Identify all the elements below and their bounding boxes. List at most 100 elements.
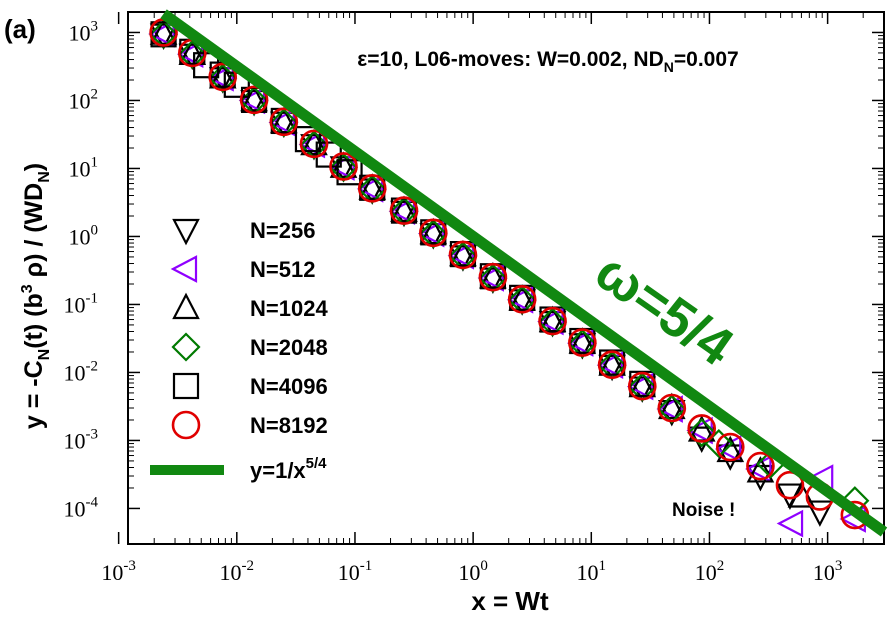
y-axis-label: y = -CN(t) (b3 ρ) / (WDN)	[19, 163, 53, 429]
legend-fit-label-main: y=1/x	[250, 458, 306, 483]
plot-frame-group	[127, 11, 885, 545]
data-point-n-512	[417, 219, 445, 248]
data-point-n-8192	[389, 196, 419, 225]
data-point-n-8192	[418, 218, 448, 248]
legend-label: N=1024	[250, 296, 328, 321]
data-point-n-8192	[715, 432, 745, 462]
data-point-n-8192	[208, 62, 238, 92]
x-tick-label-exp: -1	[360, 558, 373, 574]
data-point-n-256	[479, 267, 507, 294]
series-n-8192	[149, 18, 870, 530]
data-point-n-1024	[358, 173, 387, 200]
legend-marker-n-512	[170, 255, 198, 283]
y-tick-label-base: 10	[64, 428, 86, 453]
markers-group	[148, 18, 870, 538]
x-tick-label-exp: 3	[835, 558, 843, 574]
y-tick-label-exp: -4	[86, 494, 99, 510]
data-point-n-1024	[149, 18, 178, 45]
data-point-n-256	[538, 311, 567, 338]
y-tick-label: 100	[69, 222, 99, 249]
y-tick-label-base: 10	[69, 88, 91, 113]
legend-label: N=256	[250, 218, 315, 243]
y-tick-label-exp: 3	[91, 18, 99, 34]
data-point-n-512	[477, 264, 505, 292]
data-point-n-8192	[507, 285, 537, 314]
y-tick-label-base: 10	[64, 360, 86, 385]
x-axis-label: x = Wt	[471, 586, 549, 616]
y-tick-label: 10-1	[64, 290, 99, 317]
data-point-n-4096	[336, 159, 363, 186]
data-point-n-256	[208, 67, 237, 94]
data-point-n-256	[419, 223, 448, 250]
data-point-n-512	[537, 307, 564, 336]
x-tick-label: 101	[577, 558, 607, 585]
data-point-n-8192	[568, 328, 597, 357]
data-point-n-256	[358, 178, 387, 205]
y-tick-label: 103	[69, 18, 99, 45]
data-point-n-512	[626, 372, 654, 401]
y-tick-label-exp: -3	[86, 426, 99, 442]
data-point-n-8192	[657, 393, 687, 423]
chart-title-main: ε=10, L06-moves: W=0.002, ND	[357, 48, 663, 71]
data-point-n-8192	[746, 451, 775, 481]
data-point-n-8192	[357, 174, 387, 203]
x-tick-label-exp: -3	[123, 558, 136, 574]
data-point-n-8192	[478, 262, 508, 292]
data-point-n-512	[776, 509, 804, 538]
legend-label: N=8192	[250, 413, 328, 438]
legend-marker-n-2048	[171, 332, 201, 362]
y-tick-label: 101	[69, 154, 99, 181]
data-point-n-4096	[294, 126, 322, 153]
data-point-n-256	[270, 111, 298, 139]
x-tick-label-exp: 1	[599, 558, 607, 574]
noise-annotation: Noise !	[672, 500, 735, 521]
y-tick-label-exp: -1	[86, 290, 99, 306]
legend-marker-n-256	[172, 218, 200, 246]
data-point-n-8192	[329, 152, 358, 181]
data-point-n-1024	[657, 392, 686, 420]
data-point-n-8192	[448, 240, 478, 270]
data-point-n-512	[596, 351, 624, 379]
data-point-n-1024	[390, 195, 418, 222]
x-tick-label: 102	[695, 558, 725, 585]
data-point-n-8192	[687, 414, 717, 443]
chart-title-tail: =0.007	[674, 48, 739, 71]
data-point-n-8192	[627, 371, 657, 401]
x-tick-label: 10-2	[220, 558, 255, 585]
y-tick-label-exp: 1	[91, 154, 99, 170]
x-tick-label-exp: -2	[242, 558, 255, 574]
legend-marker-n-4096	[172, 372, 200, 400]
chart-title-sub: N	[664, 59, 674, 75]
x-tick-label-base: 10	[458, 560, 480, 585]
x-tick-label-base: 10	[338, 560, 360, 585]
data-point-n-1024	[419, 217, 448, 245]
y-tick-label: 10-3	[64, 426, 99, 453]
y-tick-label-base: 10	[69, 156, 91, 181]
y-tick-label-base: 10	[69, 20, 91, 45]
data-point-n-512	[566, 329, 594, 357]
ticks-group: 10-3 10-2 10-1 100 101 102 10310-410-310-210-1…	[64, 11, 885, 585]
x-tick-label: 10-3	[101, 558, 136, 585]
x-tick-label: 100	[458, 558, 488, 585]
y-tick-label-exp: 0	[91, 222, 99, 238]
x-tick-label-exp: 0	[480, 558, 488, 574]
data-point-n-8192	[269, 107, 299, 137]
y-tick-label: 102	[69, 86, 99, 113]
legend-label: N=4096	[250, 374, 328, 399]
data-point-n-256	[178, 43, 207, 71]
y-tick-label-exp: 2	[91, 86, 99, 102]
series-n-4096	[150, 21, 656, 397]
x-tick-label-base: 10	[577, 560, 599, 585]
data-point-n-8192	[775, 470, 805, 500]
data-point-n-512	[447, 241, 475, 270]
y-tick-label-base: 10	[64, 496, 86, 521]
y-tick-label-exp: -2	[86, 358, 99, 374]
data-point-n-512	[268, 108, 295, 137]
data-point-n-512	[207, 64, 234, 92]
chart-title: ε=10, L06-moves: W=0.002, NDN=0.007	[357, 48, 738, 75]
fit-line-group	[160, 9, 888, 537]
data-point-n-2048	[687, 418, 717, 448]
x-tick-label-base: 10	[813, 560, 835, 585]
data-point-n-256	[390, 200, 418, 228]
